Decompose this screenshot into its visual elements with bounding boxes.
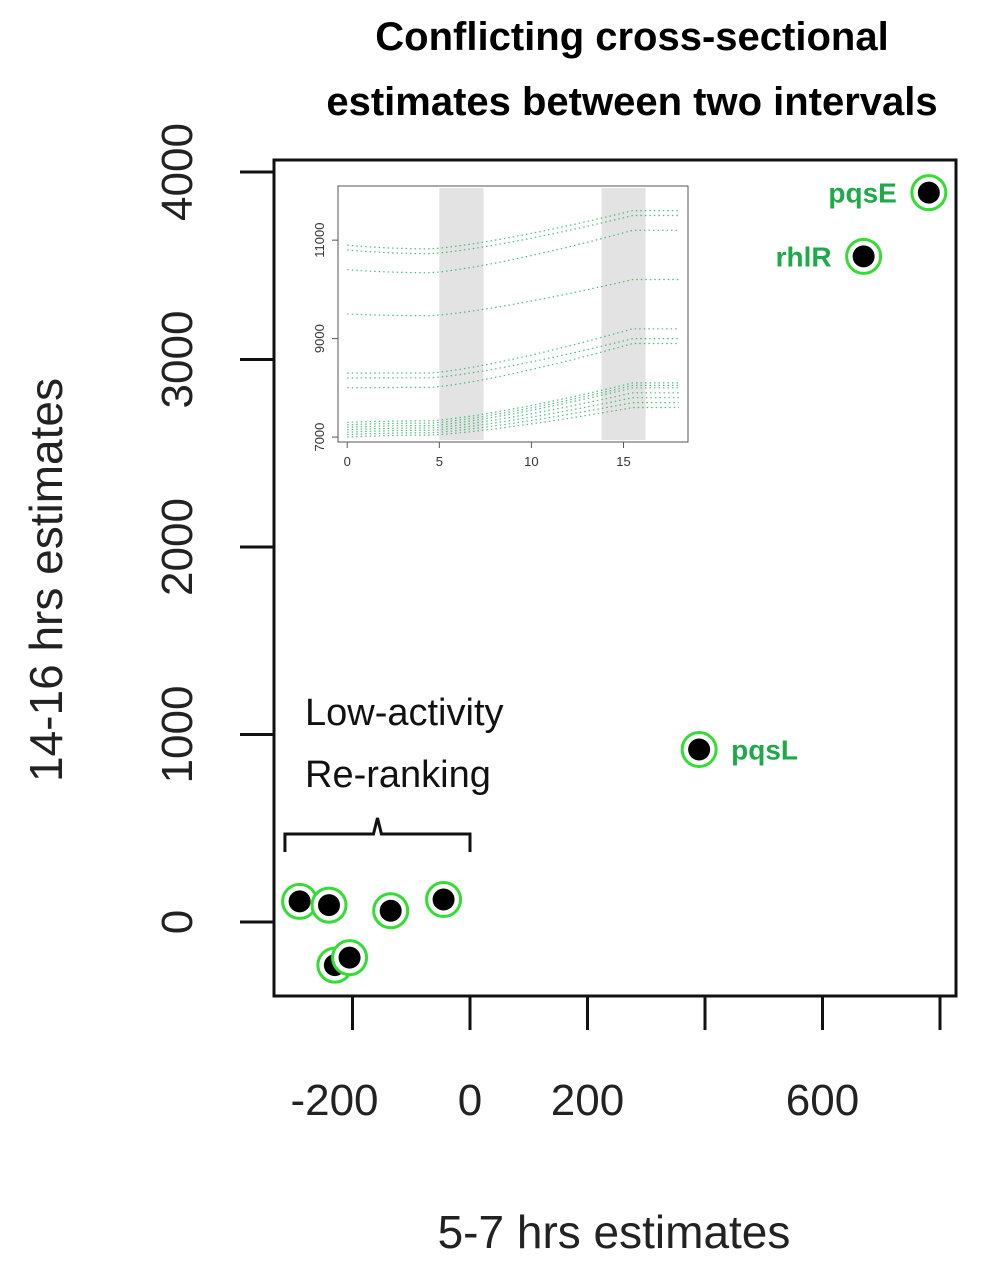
inset-x-tick-label: 5 — [436, 454, 443, 469]
inset-chart: 0 5 10 15 7000 9000 11000 — [312, 185, 689, 469]
annotation-bracket — [283, 817, 472, 852]
x-tick-label: 200 — [551, 1076, 624, 1125]
inset-series-line — [347, 384, 679, 426]
x-tick-label: 0 — [458, 1076, 482, 1125]
data-point — [338, 946, 361, 969]
chart-title-line-1: Conflicting cross-sectional — [375, 15, 888, 59]
inset-series-line — [347, 397, 679, 433]
inset-series-line — [347, 387, 679, 428]
inset-series-line — [347, 402, 679, 436]
point-label: pqsL — [731, 735, 798, 766]
y-tick-label: 3000 — [153, 311, 202, 409]
y-axis: 0 1000 2000 3000 4000 — [153, 123, 274, 934]
plot-frame — [272, 158, 958, 998]
x-tick-label: 600 — [786, 1076, 859, 1125]
annotation-line-2: Re-ranking — [305, 754, 491, 796]
inset-y-tick-label: 11000 — [312, 223, 327, 258]
data-points: pqsE rhlR pqsL — [281, 174, 948, 984]
data-point — [852, 245, 875, 268]
point-label: rhlR — [776, 241, 832, 272]
data-point — [318, 894, 340, 917]
inset-series-line — [347, 210, 679, 250]
x-tick-label: -200 — [290, 1076, 378, 1125]
inset-series-line — [347, 229, 679, 274]
chart-title-line-2: estimates between two intervals — [326, 80, 937, 124]
inset-series-line — [347, 214, 679, 255]
inset-series-line — [347, 392, 679, 431]
inset-series-line — [347, 338, 679, 379]
x-axis-title: 5-7 hrs estimates — [438, 1206, 791, 1258]
inset-shaded-interval — [601, 188, 646, 440]
inset-x-tick-label: 15 — [616, 454, 630, 469]
y-tick-label: 1000 — [153, 686, 202, 784]
inset-shaded-interval — [439, 188, 484, 440]
inset-series-line — [347, 328, 679, 374]
inset-series-line — [347, 406, 679, 438]
inset-x-tick-label: 10 — [524, 454, 538, 469]
data-point — [688, 738, 711, 761]
inset-series-line — [347, 382, 679, 423]
data-point — [379, 899, 402, 922]
y-tick-label: 2000 — [153, 498, 202, 596]
data-point — [432, 888, 455, 911]
point-label: pqsE — [828, 178, 896, 209]
data-point — [917, 181, 940, 204]
low-activity-annotation: Low-activity Re-ranking — [283, 692, 504, 852]
inset-y-tick-label: 7000 — [312, 423, 327, 452]
inset-y-tick-label: 9000 — [312, 324, 327, 353]
x-axis: -200 0 200 600 — [290, 996, 942, 1125]
y-axis-title: 14-16 hrs estimates — [20, 378, 72, 782]
y-tick-label: 0 — [153, 910, 202, 934]
inset-x-tick-label: 0 — [344, 454, 351, 469]
data-point — [288, 890, 311, 913]
annotation-line-1: Low-activity — [305, 692, 504, 734]
y-tick-label: 4000 — [153, 123, 202, 221]
inset-series-line — [347, 278, 679, 317]
inset-series-line — [347, 342, 679, 389]
inset-frame — [337, 185, 689, 443]
